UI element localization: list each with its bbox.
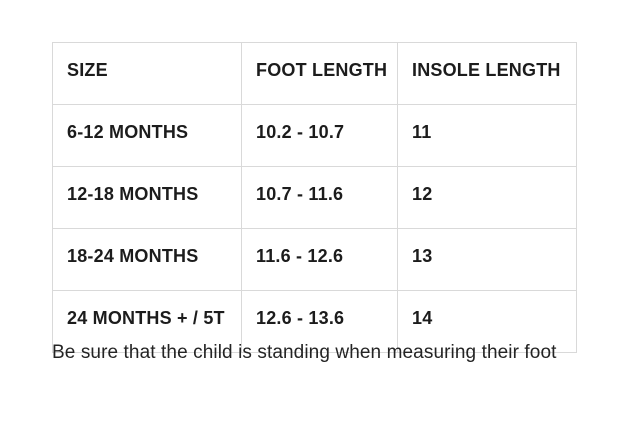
size-cell: 24 MONTHS + / 5T — [52, 290, 242, 353]
table-row: 12-18 MONTHS 10.7 - 11.6 12 — [52, 166, 577, 229]
col-header-insole-length: INSOLE LENGTH — [397, 42, 577, 105]
table-row: 18-24 MONTHS 11.6 - 12.6 13 — [52, 228, 577, 291]
insole-length-cell: 11 — [397, 104, 577, 167]
col-header-size: SIZE — [52, 42, 242, 105]
insole-length-cell: 14 — [397, 290, 577, 353]
table-row: 6-12 MONTHS 10.2 - 10.7 11 — [52, 104, 577, 167]
insole-length-cell: 13 — [397, 228, 577, 291]
size-cell: 12-18 MONTHS — [52, 166, 242, 229]
foot-length-cell: 10.7 - 11.6 — [241, 166, 398, 229]
table-row: 24 MONTHS + / 5T 12.6 - 13.6 14 — [52, 290, 577, 353]
size-cell: 18-24 MONTHS — [52, 228, 242, 291]
foot-length-cell: 10.2 - 10.7 — [241, 104, 398, 167]
measurement-note: Be sure that the child is standing when … — [52, 342, 557, 363]
size-chart-table: SIZE FOOT LENGTH INSOLE LENGTH 6-12 MONT… — [52, 42, 577, 353]
size-cell: 6-12 MONTHS — [52, 104, 242, 167]
insole-length-cell: 12 — [397, 166, 577, 229]
table-header-row: SIZE FOOT LENGTH INSOLE LENGTH — [52, 42, 577, 105]
foot-length-cell: 11.6 - 12.6 — [241, 228, 398, 291]
col-header-foot-length: FOOT LENGTH — [241, 42, 398, 105]
